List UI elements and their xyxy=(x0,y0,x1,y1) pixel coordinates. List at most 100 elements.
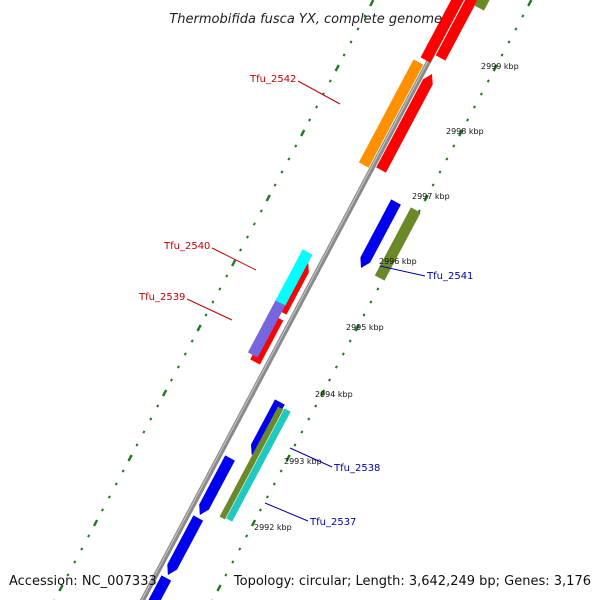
tick-mark xyxy=(58,584,64,592)
scale-labels: 2999 kbp 2998 kbp 2997 kbp 2996 kbp 2995… xyxy=(254,62,519,532)
tick-mark xyxy=(300,129,306,137)
tick-mark xyxy=(362,313,366,317)
leader-tfu-2539 xyxy=(186,298,233,321)
tick-mark xyxy=(135,443,139,447)
tick-mark xyxy=(431,183,435,187)
gene-olive-tfu-2538 xyxy=(219,406,284,520)
tick-mark xyxy=(259,209,263,213)
tick-mark xyxy=(121,469,125,473)
tick-mark xyxy=(149,417,153,421)
gene-orange-tfu-2542 xyxy=(358,59,424,168)
tick-mark xyxy=(319,389,326,397)
tick-mark xyxy=(458,129,464,137)
tick-mark xyxy=(224,573,228,577)
tick-mark xyxy=(293,443,297,447)
tick-mark xyxy=(87,534,91,538)
gene-labels: Tfu_2542 Tfu_2540 Tfu_2539 Tfu_2541 Tfu_… xyxy=(138,74,473,528)
tick-mark xyxy=(114,482,118,486)
tick-mark xyxy=(73,560,77,564)
tick-mark xyxy=(272,482,276,486)
gene-purple-tfu-2539 xyxy=(247,300,286,358)
tick-mark xyxy=(287,157,291,161)
gene-red-top xyxy=(435,0,478,61)
gene-label-tfu-2537: Tfu_2537 xyxy=(309,517,356,528)
tick-mark xyxy=(239,248,243,252)
accession-label: Accession: NC_007333 xyxy=(9,574,157,589)
tick-mark xyxy=(92,519,99,527)
gene-blue-2 xyxy=(199,455,235,515)
tick-mark xyxy=(258,508,262,512)
tick-mark xyxy=(369,300,373,304)
gene-features xyxy=(148,0,490,600)
scale-label-2994: 2994 kbp xyxy=(315,390,353,399)
label-leaders xyxy=(186,80,426,522)
tick-mark xyxy=(342,53,346,57)
tick-mark xyxy=(341,352,345,356)
tick-mark xyxy=(280,170,284,174)
gene-label-tfu-2542: Tfu_2542 xyxy=(249,74,296,85)
tick-mark xyxy=(196,324,202,332)
tick-mark xyxy=(107,495,111,499)
genome-backbone xyxy=(139,0,465,600)
tick-mark xyxy=(231,560,235,564)
scale-label-2997: 2997 kbp xyxy=(412,192,450,201)
tick-row-right xyxy=(211,0,533,600)
tick-mark xyxy=(156,404,160,408)
tick-mark xyxy=(279,469,283,473)
tick-mark xyxy=(294,144,298,148)
gene-label-tfu-2538: Tfu_2538 xyxy=(333,463,380,474)
tick-mark xyxy=(308,118,312,122)
genome-backbone-highlight xyxy=(141,0,461,600)
scale-label-2993: 2993 kbp xyxy=(284,457,322,466)
tick-mark xyxy=(100,508,104,512)
scale-label-2999: 2999 kbp xyxy=(481,62,519,71)
tick-mark xyxy=(315,105,318,109)
tick-mark xyxy=(328,378,331,382)
gene-label-tfu-2540: Tfu_2540 xyxy=(163,241,210,252)
scale-label-2992: 2992 kbp xyxy=(254,523,292,532)
tick-mark xyxy=(245,534,249,538)
tick-mark xyxy=(473,105,476,109)
map-title: Thermobifida fusca YX, complete genome xyxy=(169,12,442,27)
gene-olive-tfu-2541 xyxy=(374,207,421,281)
tick-mark xyxy=(161,389,168,397)
genome-summary-label: Topology: circular; Length: 3,642,249 bp… xyxy=(233,574,591,589)
gene-blue-4 xyxy=(148,575,172,600)
tick-mark xyxy=(211,300,215,304)
tick-mark xyxy=(423,194,429,202)
tick-mark xyxy=(80,547,84,551)
tick-mark xyxy=(127,454,133,462)
gene-teal-tfu-2537 xyxy=(226,408,291,522)
tick-mark xyxy=(521,14,525,18)
leader-tfu-2540 xyxy=(211,247,257,271)
tick-mark xyxy=(218,287,222,291)
tick-mark xyxy=(142,430,146,434)
tick-mark xyxy=(328,79,332,83)
tick-mark xyxy=(285,454,291,462)
tick-mark xyxy=(356,27,360,31)
gene-olive-top xyxy=(474,0,490,11)
tick-mark xyxy=(348,339,352,343)
tick-mark xyxy=(438,170,442,174)
tick-mark xyxy=(238,547,242,551)
tick-mark xyxy=(486,79,490,83)
tick-mark xyxy=(507,40,511,44)
scale-label-2996: 2996 kbp xyxy=(379,257,417,266)
tick-row-left xyxy=(53,0,375,600)
scale-label-2995: 2995 kbp xyxy=(346,323,384,332)
tick-mark xyxy=(231,259,237,267)
tick-mark xyxy=(190,339,194,343)
tick-mark xyxy=(250,519,257,527)
gene-red-top-left xyxy=(420,0,464,63)
leader-tfu-2538 xyxy=(289,447,333,468)
tick-mark xyxy=(252,222,256,226)
leader-tfu-2541 xyxy=(379,265,426,277)
tick-mark xyxy=(273,183,277,187)
gene-blue-2541-partner xyxy=(360,199,401,268)
tick-mark xyxy=(176,365,180,369)
tick-mark xyxy=(265,194,271,202)
tick-mark xyxy=(527,0,533,7)
tick-mark xyxy=(204,313,208,317)
tick-mark xyxy=(183,352,187,356)
